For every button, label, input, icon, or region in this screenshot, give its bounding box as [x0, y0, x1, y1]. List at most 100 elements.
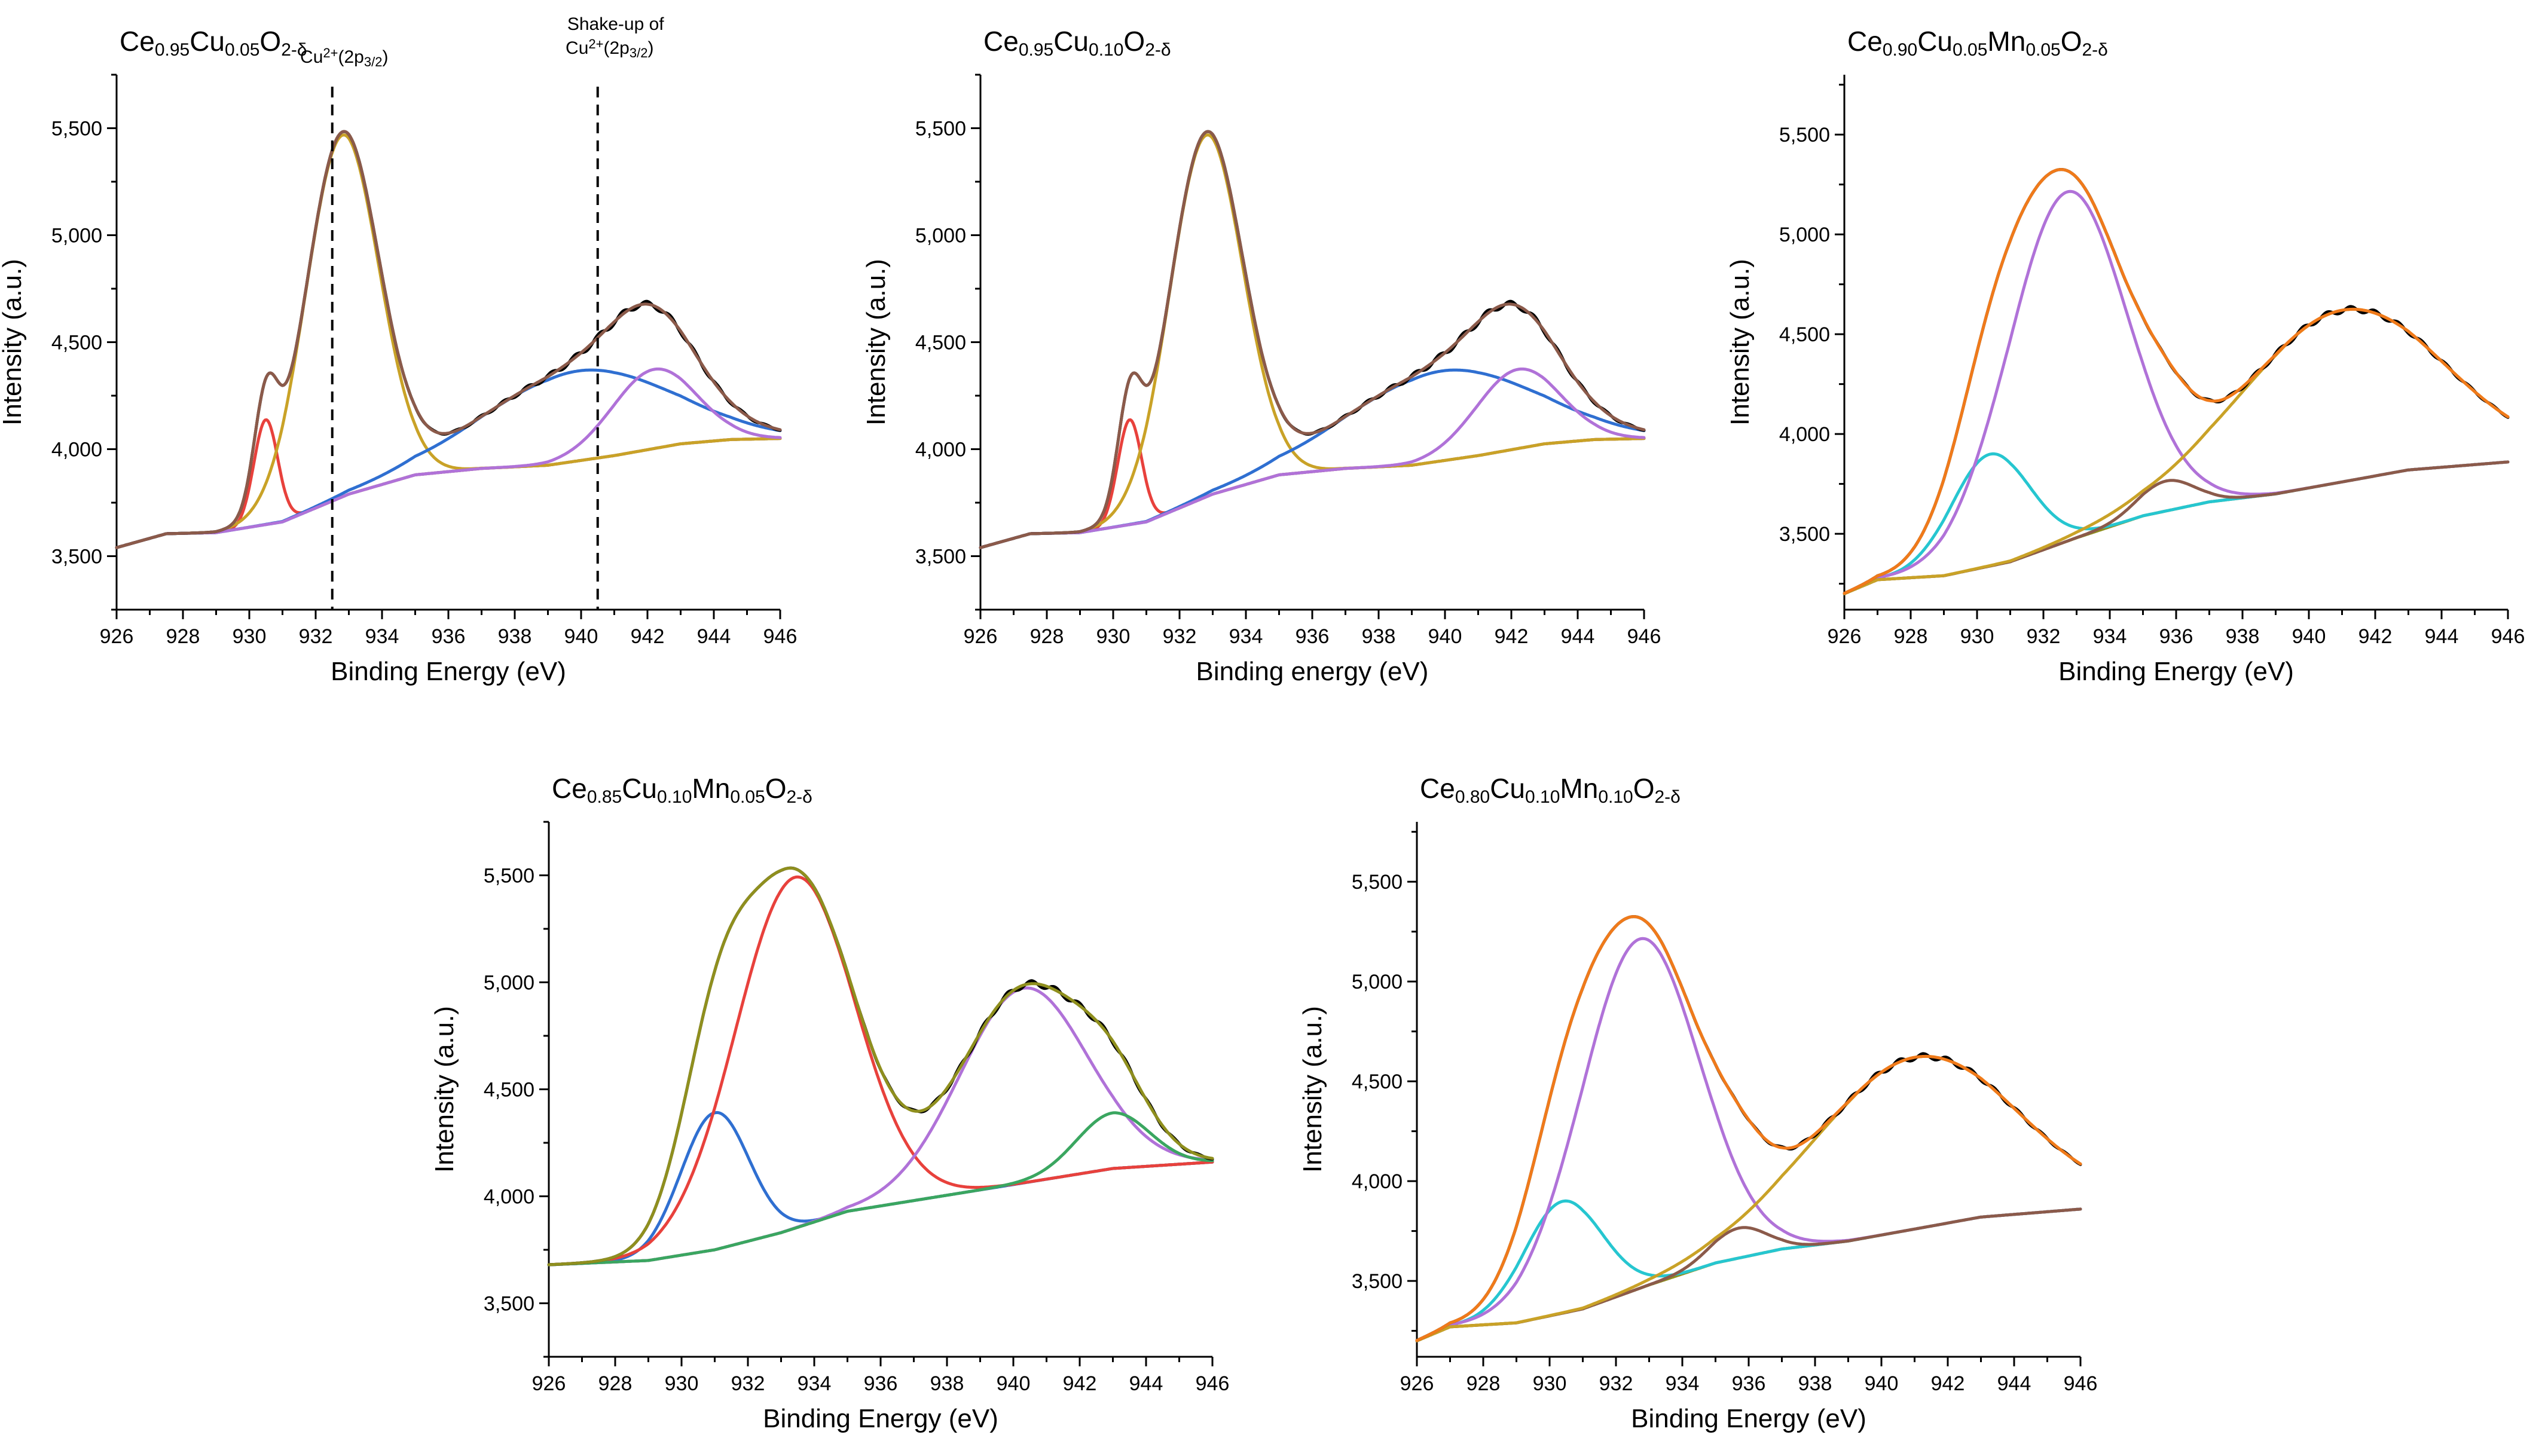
- annotation-text-part: 3/2: [364, 54, 383, 69]
- y-tick-label: 5,500: [1352, 871, 1403, 894]
- experimental-curve: [115, 130, 782, 549]
- x-tick-label: 936: [1732, 1372, 1766, 1395]
- annotation-text-part: 2+: [323, 45, 338, 60]
- x-tick-label: 946: [2491, 625, 2525, 648]
- envelope-curve: [1415, 915, 2082, 1342]
- x-tick-label: 942: [1931, 1372, 1965, 1395]
- title-text: O: [2061, 26, 2082, 57]
- annotation-label: Cu2+(2p3/2): [566, 36, 653, 60]
- title-text: O: [765, 773, 787, 804]
- fit-component-curve: [1415, 1054, 2082, 1342]
- x-axis-title: Binding Energy (eV): [331, 657, 566, 686]
- annotation-text-part: (2p: [604, 38, 630, 58]
- x-tick-label: 930: [1096, 625, 1131, 648]
- panel-title: Ce0.85Cu0.10Mn0.05O2-δ: [552, 773, 812, 807]
- title-subscript: 0.10: [1089, 40, 1123, 60]
- x-tick-label: 932: [2027, 625, 2061, 648]
- annotation-label: Cu2+(2p3/2): [300, 45, 388, 69]
- title-subscript: 2-δ: [1145, 40, 1171, 60]
- x-tick-label: 938: [1362, 625, 1396, 648]
- experimental-curve: [1415, 915, 2082, 1342]
- x-tick-label: 932: [1599, 1372, 1633, 1395]
- panel-title: Ce0.90Cu0.05Mn0.05O2-δ: [1847, 26, 2108, 60]
- y-tick-label: 4,500: [1779, 323, 1830, 346]
- title-subscript: 2-δ: [281, 40, 307, 60]
- x-tick-label: 932: [731, 1372, 765, 1395]
- y-tick-label: 5,000: [51, 225, 102, 247]
- y-tick-label: 4,000: [1779, 423, 1830, 446]
- x-tick-label: 928: [1894, 625, 1928, 648]
- x-tick-label: 938: [2226, 625, 2260, 648]
- x-tick-label: 930: [1960, 625, 1994, 648]
- x-tick-label: 934: [1229, 625, 1263, 648]
- x-tick-label: 946: [2064, 1372, 2098, 1395]
- title-text: Cu: [1917, 26, 1953, 57]
- y-tick-label: 3,500: [484, 1293, 534, 1316]
- title-subscript: 2-δ: [2082, 40, 2107, 60]
- x-tick-label: 936: [1296, 625, 1330, 648]
- x-tick-label: 940: [997, 1372, 1031, 1395]
- x-tick-label: 940: [1865, 1372, 1899, 1395]
- y-tick-label: 5,000: [915, 225, 966, 247]
- title-subscript: 0.95: [155, 40, 190, 60]
- envelope-curve: [115, 130, 782, 549]
- title-text: Cu: [1490, 773, 1525, 804]
- x-tick-label: 934: [2093, 625, 2127, 648]
- title-text: O: [1123, 26, 1145, 57]
- y-axis-title: Intensity (a.u.): [1298, 1006, 1327, 1173]
- x-tick-label: 944: [1561, 625, 1595, 648]
- x-tick-label: 938: [1798, 1372, 1832, 1395]
- y-tick-label: 5,500: [915, 118, 966, 140]
- y-tick-label: 5,500: [51, 118, 102, 140]
- title-text: Cu: [622, 773, 657, 804]
- envelope-curve: [547, 866, 1214, 1267]
- y-tick-label: 5,000: [1352, 971, 1403, 993]
- panel-title: Ce0.80Cu0.10Mn0.10O2-δ: [1420, 773, 1681, 807]
- annotation-text-part: ): [382, 47, 388, 67]
- title-subscript: 0.80: [1455, 787, 1490, 807]
- y-tick-label: 5,000: [484, 972, 534, 995]
- fit-component-curve: [1415, 937, 2082, 1342]
- x-tick-label: 934: [365, 625, 399, 648]
- title-subscript: 2-δ: [786, 787, 812, 807]
- x-tick-label: 926: [100, 625, 134, 648]
- x-tick-label: 934: [1666, 1372, 1700, 1395]
- y-axis-title: Intensity (a.u.): [1725, 259, 1755, 426]
- x-tick-label: 930: [665, 1372, 699, 1395]
- x-tick-label: 928: [598, 1372, 633, 1395]
- y-tick-label: 4,000: [1352, 1170, 1403, 1193]
- x-tick-label: 932: [299, 625, 333, 648]
- x-tick-label: 944: [1129, 1372, 1163, 1395]
- panel-ce095cu005: 926 928 930 932 934 936 938 940 942 944 946 3,500 4,…: [0, 14, 797, 686]
- y-axis-title: Intensity (a.u.): [0, 259, 27, 426]
- fit-component-curve: [1843, 307, 2510, 595]
- annotation-text-part: 2+: [588, 36, 603, 51]
- x-tick-label: 928: [166, 625, 200, 648]
- y-tick-label: 4,500: [484, 1079, 534, 1102]
- y-tick-label: 4,500: [915, 332, 966, 354]
- y-tick-label: 4,000: [484, 1186, 534, 1209]
- x-tick-label: 938: [930, 1372, 964, 1395]
- x-tick-label: 946: [1627, 625, 1661, 648]
- x-tick-label: 936: [432, 625, 466, 648]
- fit-component-curve: [1843, 189, 2510, 595]
- annotation-text-part: ): [647, 38, 653, 58]
- panel-ce095cu010: 926 928 930 932 934 936 938 940 942 944 946 3,500 4,…: [861, 26, 1661, 686]
- panel-ce085cu010mn005: 926 928 930 932 934 936 938 940 942 944 946 3,500 4,…: [430, 773, 1229, 1433]
- x-tick-label: 934: [798, 1372, 832, 1395]
- envelope-curve: [1843, 168, 2510, 595]
- y-tick-label: 4,000: [915, 439, 966, 461]
- y-tick-label: 3,500: [915, 546, 966, 568]
- panel-ce080cu010mn010: 926 928 930 932 934 936 938 940 942 944 946 3,500 4,…: [1298, 773, 2097, 1433]
- x-tick-label: 938: [498, 625, 532, 648]
- x-axis-title: Binding Energy (eV): [2058, 657, 2294, 686]
- fit-component-curve: [115, 368, 782, 549]
- x-tick-label: 928: [1030, 625, 1064, 648]
- x-tick-label: 946: [763, 625, 798, 648]
- envelope-curve: [979, 130, 1646, 549]
- x-tick-label: 926: [1828, 625, 1862, 648]
- x-tick-label: 942: [1063, 1372, 1097, 1395]
- fit-component-curve: [547, 875, 1214, 1267]
- background-curve: [547, 1160, 1214, 1267]
- y-tick-label: 4,500: [51, 332, 102, 354]
